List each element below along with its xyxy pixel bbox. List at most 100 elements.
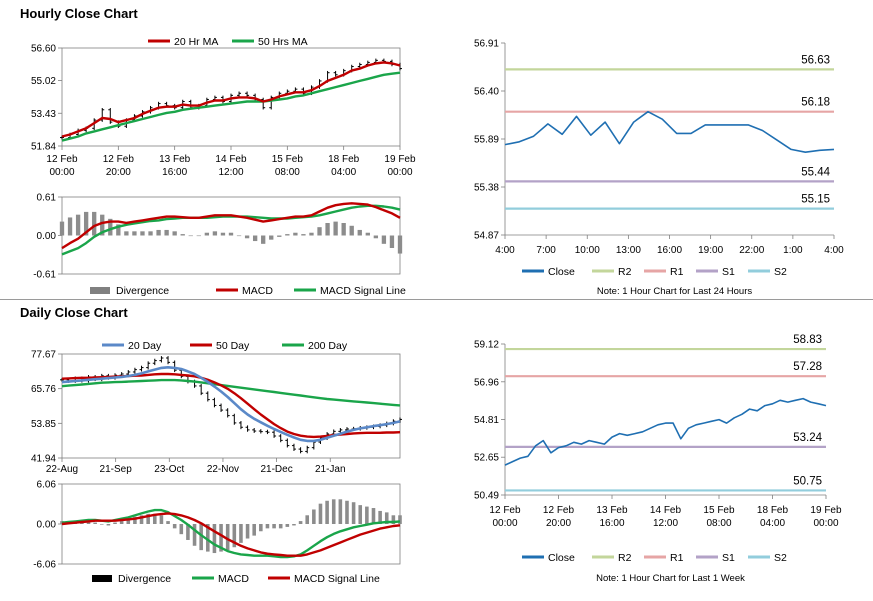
x-tick-label-line1: 12 Feb xyxy=(103,154,135,165)
x-tick-label-line2: 08:00 xyxy=(706,518,731,529)
divergence-bar xyxy=(292,524,296,526)
x-tick-label-line2: 04:00 xyxy=(760,518,785,529)
x-tick-label-line1: 14 Feb xyxy=(215,154,247,165)
section-divider xyxy=(0,299,873,300)
x-tick-label: 19:00 xyxy=(698,245,723,256)
x-tick-label: 1:00 xyxy=(783,245,803,256)
x-tick-label: 4:00 xyxy=(824,245,844,256)
divergence-bar xyxy=(331,499,336,524)
series-macd-signal-line xyxy=(61,512,401,557)
chart-note: Note: 1 Hour Chart for Last 24 Hours xyxy=(597,286,752,297)
x-tick-label: 21-Sep xyxy=(100,464,133,475)
divergence-bar xyxy=(365,506,369,524)
y-tick-label: 53.43 xyxy=(31,109,56,120)
y-tick-label: 65.76 xyxy=(31,384,56,395)
divergence-bar xyxy=(192,524,197,546)
divergence-bar xyxy=(67,217,73,236)
y-tick-label: 54.81 xyxy=(474,415,499,426)
series-20-hr-ma xyxy=(61,61,401,138)
divergence-bar xyxy=(236,235,242,237)
x-tick-label-line2: 20:00 xyxy=(106,167,131,178)
divergence-bar xyxy=(188,235,193,237)
x-tick-label: 21-Dec xyxy=(260,464,292,475)
x-tick-label: 21-Jan xyxy=(315,464,346,475)
divergence-bar xyxy=(252,524,256,536)
x-tick-label-line1: 18 Feb xyxy=(757,505,789,516)
divergence-bar xyxy=(261,235,266,244)
divergence-bar xyxy=(206,524,210,552)
level-label-r2: 58.83 xyxy=(793,334,822,346)
legend-label-r2: R2 xyxy=(618,266,632,278)
legend-label-r1: R1 xyxy=(670,552,684,564)
y-tick-label: 0.61 xyxy=(37,193,57,204)
divergence-bar xyxy=(325,223,330,236)
legend-label-s2: S2 xyxy=(774,552,787,564)
x-tick-label-line2: 00:00 xyxy=(387,167,412,178)
divergence-bar xyxy=(351,502,356,524)
divergence-bar xyxy=(398,515,402,524)
divergence-bar xyxy=(59,221,65,236)
legend-label-20-day: 20 Day xyxy=(128,340,162,352)
legend-label-divergence: Divergence xyxy=(118,573,171,585)
x-tick-label-line1: 12 Feb xyxy=(489,505,521,516)
x-tick-label-line2: 00:00 xyxy=(492,518,517,529)
divergence-bar xyxy=(126,519,131,524)
divergence-bar xyxy=(265,524,270,529)
divergence-bar xyxy=(285,524,290,527)
x-tick-label-line1: 18 Feb xyxy=(328,154,360,165)
series-macd-signal-line xyxy=(61,204,401,256)
divergence-bar xyxy=(159,515,164,524)
series-200-day xyxy=(61,378,401,407)
divergence-bar xyxy=(317,227,322,236)
x-tick-label-line1: 15 Feb xyxy=(703,505,735,516)
x-tick-label-line1: 13 Feb xyxy=(159,154,191,165)
x-tick-label-line1: 19 Feb xyxy=(384,154,416,165)
divergence-bar xyxy=(204,232,210,236)
level-label-s2: 55.15 xyxy=(801,194,830,206)
x-tick-label: 4:00 xyxy=(495,245,515,256)
divergence-bar xyxy=(179,524,184,535)
divergence-bar xyxy=(345,500,349,524)
x-tick-label: 22:00 xyxy=(739,245,764,256)
last-24-hours-chart: 56.91 56.40 55.89 55.38 54.87 56.63 56.18 55.44… xyxy=(474,39,844,298)
y-tick-label: 50.49 xyxy=(474,491,499,502)
divergence-bar xyxy=(225,524,230,551)
level-label-s1: 53.24 xyxy=(793,432,822,444)
chart-note: Note: 1 Hour Chart for Last 1 Week xyxy=(596,573,745,584)
divergence-bar xyxy=(245,524,250,539)
x-tick-label: 22-Nov xyxy=(207,464,239,475)
divergence-bar xyxy=(196,235,201,237)
x-tick-label-line1: 12 Feb xyxy=(46,154,78,165)
hourly-price-chart: 56.60 55.02 53.43 51.84 20 Hr MA 50 Hrs MA 12 … xyxy=(31,36,416,178)
y-tick-label: 54.87 xyxy=(474,231,499,242)
x-tick-label-line2: 20:00 xyxy=(546,518,571,529)
x-tick-label-line2: 04:00 xyxy=(331,167,356,178)
x-tick-label-line2: 00:00 xyxy=(813,518,838,529)
divergence-bar xyxy=(371,508,376,524)
divergence-bar xyxy=(212,524,217,554)
divergence-bar xyxy=(397,235,403,254)
level-label-s1: 55.44 xyxy=(801,166,830,178)
series-20-day xyxy=(61,365,401,443)
divergence-bar xyxy=(378,510,382,524)
divergence-bar xyxy=(93,522,97,524)
divergence-bar xyxy=(293,232,298,236)
x-tick-label-line2: 12:00 xyxy=(218,167,243,178)
divergence-bar xyxy=(349,225,354,236)
divergence-bar xyxy=(75,214,81,236)
divergence-bar xyxy=(199,524,203,551)
x-tick-label-line1: 12 Feb xyxy=(543,505,575,516)
legend-label-macd: MACD xyxy=(218,573,249,585)
y-tick-label: 41.94 xyxy=(31,454,56,465)
level-label-s2: 50.75 xyxy=(793,475,822,487)
divergence-bar xyxy=(325,500,329,524)
divergence-bar xyxy=(116,224,121,236)
y-tick-label: 6.06 xyxy=(37,480,57,491)
divergence-bar xyxy=(164,229,169,236)
divergence-bar xyxy=(113,522,117,524)
divergence-bar xyxy=(269,235,274,240)
x-tick-label-line1: 15 Feb xyxy=(272,154,304,165)
x-tick-label-line1: 19 Feb xyxy=(810,505,842,516)
y-tick-label: 56.96 xyxy=(474,377,499,388)
series-50-day xyxy=(61,372,401,439)
